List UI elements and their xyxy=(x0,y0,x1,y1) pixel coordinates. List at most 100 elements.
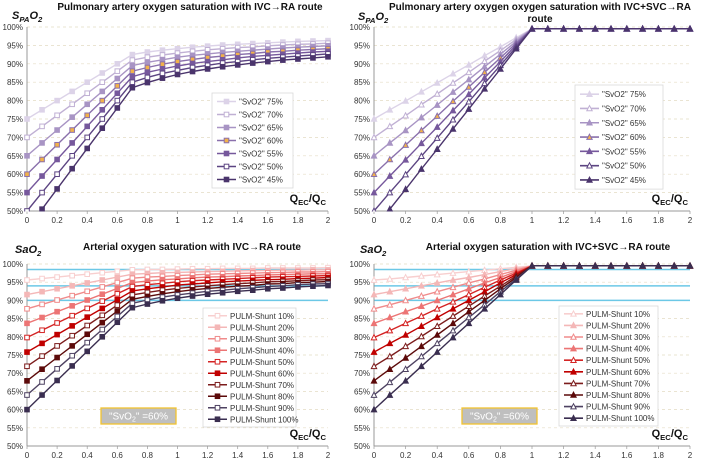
data-point xyxy=(449,290,457,298)
data-point xyxy=(560,24,568,32)
legend-marker xyxy=(585,147,594,155)
data-point xyxy=(114,105,121,111)
series-5 xyxy=(24,48,331,196)
y-tick-label: 75% xyxy=(354,351,370,360)
data-point xyxy=(386,287,394,295)
legend-item: PULM-Shunt 20% xyxy=(564,321,650,330)
data-point xyxy=(433,330,441,338)
data-point xyxy=(370,319,378,327)
data-point xyxy=(370,188,378,196)
annotation-text: "SvO2" =60% xyxy=(470,412,529,424)
data-point xyxy=(24,291,30,298)
data-point xyxy=(54,274,60,280)
legend-label: "SvO2" 65% xyxy=(602,119,646,128)
data-point xyxy=(129,73,136,80)
data-point xyxy=(465,105,473,112)
data-point xyxy=(465,75,473,83)
legend-marker xyxy=(585,104,594,112)
x-tick-label: 2 xyxy=(688,216,693,225)
data-point xyxy=(84,90,91,97)
data-point xyxy=(417,322,425,330)
data-point xyxy=(54,171,60,177)
data-point xyxy=(449,78,457,86)
data-point xyxy=(24,392,30,398)
legend-item: PULM-Shunt 30% xyxy=(208,335,294,344)
data-point xyxy=(465,319,473,327)
x-tick-label: 2 xyxy=(326,451,331,460)
data-point xyxy=(417,139,425,147)
data-point xyxy=(449,283,457,291)
data-point xyxy=(607,24,615,32)
legend-label: PULM-Shunt 90% xyxy=(586,403,650,412)
data-point xyxy=(265,58,271,65)
x-tick-label: 2 xyxy=(688,451,693,460)
legend-label: "SvO2" 60% xyxy=(239,137,283,146)
x-axis-label-part: EC xyxy=(298,198,309,207)
y-tick-label: 65% xyxy=(354,387,370,396)
chart-title: route xyxy=(528,14,553,25)
legend: PULM-Shunt 10% PULM-Shunt 20% PULM-Shunt 3… xyxy=(558,305,659,427)
legend-item: PULM-Shunt 100% xyxy=(208,415,298,424)
data-point xyxy=(417,165,425,172)
data-point xyxy=(84,288,91,295)
data-point xyxy=(686,24,694,32)
data-point xyxy=(402,307,410,315)
data-point xyxy=(417,292,425,299)
data-point xyxy=(84,271,91,277)
data-point xyxy=(386,300,394,308)
legend: "SvO2" 75% "SvO2" 70% "SvO2" 65% "SvO2" 60%… xyxy=(574,84,664,190)
data-point xyxy=(607,261,615,269)
data-point xyxy=(69,343,75,349)
legend-label: PULM-Shunt 30% xyxy=(586,333,650,342)
data-point xyxy=(686,261,694,269)
legend-label: "SvO2" 60% xyxy=(602,133,646,142)
x-tick-label: 1.4 xyxy=(590,451,602,460)
data-point xyxy=(639,24,647,32)
data-point xyxy=(449,69,457,77)
data-point xyxy=(386,352,394,360)
data-point xyxy=(99,116,106,122)
data-point xyxy=(386,155,394,163)
x-axis-label: QEC/QC xyxy=(290,428,327,442)
x-axis-label: QEC/QC xyxy=(290,193,327,207)
data-point xyxy=(386,205,394,212)
data-point xyxy=(386,188,394,196)
data-point xyxy=(129,57,136,63)
data-point xyxy=(69,140,75,146)
data-point xyxy=(99,334,106,340)
data-point xyxy=(528,24,536,32)
data-point xyxy=(370,376,378,384)
x-axis-label-part: Q xyxy=(652,428,661,440)
data-point xyxy=(69,114,75,120)
data-point xyxy=(24,277,30,283)
legend-label: "SvO2" 55% xyxy=(239,150,283,159)
data-point xyxy=(449,319,457,327)
annotation-box xyxy=(100,407,177,425)
y-tick-label: 60% xyxy=(354,406,370,415)
data-point xyxy=(623,261,631,269)
data-point xyxy=(417,362,425,370)
data-point xyxy=(114,308,121,314)
x-axis-label-part: /Q xyxy=(671,193,683,205)
data-point xyxy=(417,302,425,310)
data-point xyxy=(433,322,441,330)
data-point xyxy=(654,24,662,32)
x-axis-label-part: C xyxy=(320,433,326,442)
data-point xyxy=(144,59,151,66)
data-point xyxy=(99,70,106,76)
y-tick-label: 50% xyxy=(7,207,23,216)
data-point xyxy=(465,278,473,286)
data-point xyxy=(402,319,410,327)
data-point xyxy=(433,101,441,108)
data-point xyxy=(449,276,457,283)
data-point xyxy=(114,296,121,303)
legend-marker xyxy=(214,416,221,423)
data-point xyxy=(465,90,473,98)
chart-panel-4: 50% 55% 60% 65% 70% 75% 80% 85% 90% 95% 100% 0 0.2 0.… xyxy=(350,242,694,460)
data-point xyxy=(84,348,91,355)
data-point xyxy=(69,292,75,299)
data-point xyxy=(249,60,256,66)
legend-item: PULM-Shunt 10% xyxy=(564,310,650,319)
data-point xyxy=(449,106,457,114)
legend-item: "SvO2" 45% xyxy=(217,176,283,185)
